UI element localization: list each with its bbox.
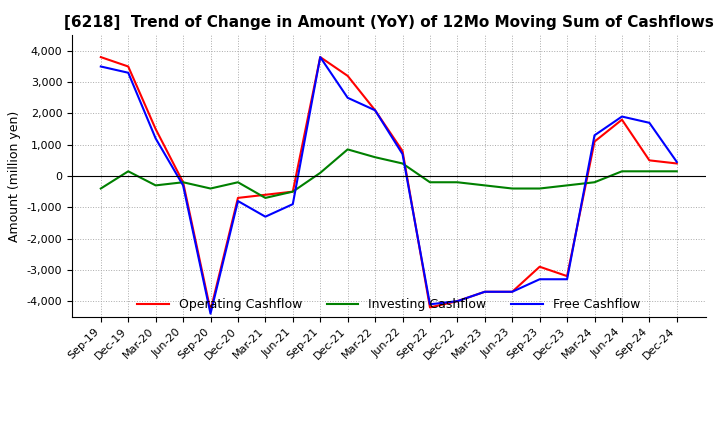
Investing Cashflow	[563, 183, 572, 188]
Investing Cashflow	[289, 189, 297, 194]
Free Cashflow	[563, 277, 572, 282]
Investing Cashflow	[645, 169, 654, 174]
Free Cashflow	[645, 120, 654, 125]
Y-axis label: Amount (million yen): Amount (million yen)	[8, 110, 21, 242]
Free Cashflow	[618, 114, 626, 119]
Free Cashflow	[124, 70, 132, 75]
Operating Cashflow	[672, 161, 681, 166]
Free Cashflow	[371, 108, 379, 113]
Investing Cashflow	[96, 186, 105, 191]
Operating Cashflow	[233, 195, 242, 201]
Investing Cashflow	[508, 186, 516, 191]
Investing Cashflow	[371, 154, 379, 160]
Operating Cashflow	[480, 289, 489, 294]
Free Cashflow	[261, 214, 270, 219]
Operating Cashflow	[206, 308, 215, 313]
Investing Cashflow	[261, 195, 270, 201]
Free Cashflow	[343, 95, 352, 100]
Free Cashflow	[96, 64, 105, 69]
Title: [6218]  Trend of Change in Amount (YoY) of 12Mo Moving Sum of Cashflows: [6218] Trend of Change in Amount (YoY) o…	[64, 15, 714, 30]
Legend: Operating Cashflow, Investing Cashflow, Free Cashflow: Operating Cashflow, Investing Cashflow, …	[132, 293, 645, 316]
Operating Cashflow	[371, 108, 379, 113]
Operating Cashflow	[151, 126, 160, 132]
Investing Cashflow	[398, 161, 407, 166]
Free Cashflow	[426, 302, 434, 307]
Operating Cashflow	[508, 289, 516, 294]
Investing Cashflow	[672, 169, 681, 174]
Investing Cashflow	[453, 180, 462, 185]
Operating Cashflow	[398, 148, 407, 154]
Operating Cashflow	[124, 64, 132, 69]
Investing Cashflow	[480, 183, 489, 188]
Operating Cashflow	[536, 264, 544, 269]
Operating Cashflow	[426, 305, 434, 310]
Free Cashflow	[151, 136, 160, 141]
Free Cashflow	[672, 159, 681, 165]
Operating Cashflow	[261, 192, 270, 198]
Free Cashflow	[289, 202, 297, 207]
Operating Cashflow	[289, 189, 297, 194]
Operating Cashflow	[453, 298, 462, 304]
Free Cashflow	[206, 311, 215, 316]
Operating Cashflow	[618, 117, 626, 122]
Operating Cashflow	[590, 139, 599, 144]
Investing Cashflow	[124, 169, 132, 174]
Investing Cashflow	[536, 186, 544, 191]
Operating Cashflow	[96, 55, 105, 60]
Free Cashflow	[590, 133, 599, 138]
Operating Cashflow	[343, 73, 352, 78]
Investing Cashflow	[151, 183, 160, 188]
Free Cashflow	[233, 198, 242, 204]
Line: Operating Cashflow: Operating Cashflow	[101, 57, 677, 311]
Investing Cashflow	[618, 169, 626, 174]
Investing Cashflow	[179, 180, 187, 185]
Operating Cashflow	[645, 158, 654, 163]
Free Cashflow	[508, 289, 516, 294]
Free Cashflow	[398, 151, 407, 157]
Investing Cashflow	[343, 147, 352, 152]
Investing Cashflow	[316, 170, 325, 176]
Investing Cashflow	[590, 180, 599, 185]
Operating Cashflow	[179, 180, 187, 185]
Free Cashflow	[536, 277, 544, 282]
Line: Investing Cashflow: Investing Cashflow	[101, 150, 677, 198]
Investing Cashflow	[426, 180, 434, 185]
Free Cashflow	[179, 183, 187, 188]
Line: Free Cashflow: Free Cashflow	[101, 57, 677, 314]
Investing Cashflow	[206, 186, 215, 191]
Free Cashflow	[453, 298, 462, 304]
Investing Cashflow	[233, 180, 242, 185]
Free Cashflow	[480, 289, 489, 294]
Free Cashflow	[316, 55, 325, 60]
Operating Cashflow	[316, 55, 325, 60]
Operating Cashflow	[563, 274, 572, 279]
